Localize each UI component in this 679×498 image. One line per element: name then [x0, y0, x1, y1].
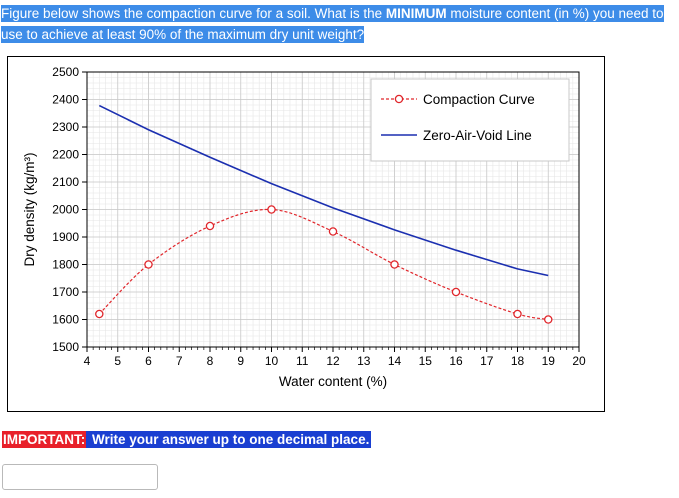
x-tick-label: 14: [388, 354, 402, 368]
compaction-point: [144, 260, 153, 269]
y-tick-label: 1500: [52, 340, 79, 354]
compaction-point: [390, 260, 399, 269]
x-tick-label: 12: [326, 354, 340, 368]
x-tick-label: 7: [176, 354, 183, 368]
x-tick-label: 17: [480, 354, 494, 368]
y-tick-label: 2200: [52, 148, 79, 162]
y-tick-label: 1600: [52, 313, 79, 327]
y-tick-label: 2400: [52, 93, 79, 107]
compaction-point: [205, 221, 215, 231]
x-tick-label: 16: [449, 354, 463, 368]
y-tick-label: 2500: [52, 65, 79, 79]
compaction-chart: 4 5 6 7 8 9 10 11 12 13 14 15 16 17 18 19 20 1500 1600 1700…: [7, 56, 605, 412]
legend: Compaction Curve Zero-Air-Void Line: [370, 78, 570, 162]
important-text: Write your answer up to one decimal plac…: [86, 431, 372, 448]
x-tick-label: 19: [542, 354, 556, 368]
compaction-point: [328, 227, 338, 236]
y-tick-label: 2000: [52, 203, 79, 217]
y-axis-label: Dry density (kg/m³): [22, 152, 37, 266]
answer-input[interactable]: [2, 464, 158, 490]
x-tick-label: 13: [357, 354, 371, 368]
chart-svg: 4 5 6 7 8 9 10 11 12 13 14 15 16 17 18 19 20 1500 1600 1700…: [22, 65, 586, 389]
y-tick-label: 1700: [52, 285, 79, 299]
zero-air-void-line: [98, 104, 549, 277]
question-text: Figure below shows the compaction curve …: [1, 3, 677, 45]
question-part2: moisture content (in %) you need to use …: [1, 6, 664, 42]
question-part1: Figure below shows the compaction curve …: [1, 6, 386, 21]
x-axis-label: Water content (%): [279, 374, 387, 389]
x-tick-label: 5: [114, 354, 121, 368]
x-tick-label: 9: [237, 354, 244, 368]
legend-box: [370, 78, 570, 162]
y-tick-label: 1800: [52, 258, 79, 272]
x-tick-label: 10: [265, 354, 279, 368]
legend-label: Zero-Air-Void Line: [423, 128, 532, 143]
y-tick-label: 2100: [52, 175, 79, 189]
x-tick-label: 20: [572, 354, 586, 368]
compaction-point: [95, 309, 104, 319]
legend-compaction-marker: [394, 94, 404, 104]
compaction-point: [451, 287, 461, 297]
x-tick-label: 15: [419, 354, 433, 368]
x-tick-label: 6: [145, 354, 152, 368]
important-notice: IMPORTANT: Write your answer up to one d…: [2, 431, 372, 448]
x-tick-label: 8: [207, 354, 214, 368]
compaction-point: [513, 309, 522, 319]
question-emphasis: MINIMUM: [385, 6, 447, 21]
legend-label: Compaction Curve: [423, 92, 535, 107]
y-tick-label: 1900: [52, 230, 79, 244]
important-label: IMPORTANT:: [2, 431, 87, 448]
y-tick-label: 2300: [52, 120, 79, 134]
x-tick-label: 11: [296, 354, 309, 368]
compaction-point: [544, 315, 553, 324]
compaction-point: [267, 205, 276, 214]
x-tick-label: 4: [84, 354, 91, 368]
x-tick-label: 18: [511, 354, 525, 368]
